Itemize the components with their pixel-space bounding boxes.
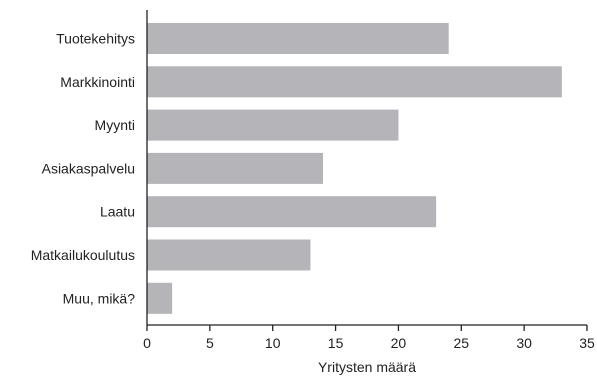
category-labels: Tuotekehitys Markkinointi Myynti Asiakaspal…	[31, 31, 135, 307]
category-label-muu-mikä: Muu, mikä?	[63, 290, 136, 306]
bar-tuotekehitys	[147, 23, 449, 54]
x-tick-label-15: 15	[328, 335, 344, 351]
bar-matkailukoulutus	[147, 239, 311, 271]
x-tick-label-5: 5	[206, 335, 214, 351]
category-label-tuotekehitys: Tuotekehitys	[56, 31, 135, 47]
x-axis-ticks: 0 5 10 15 20 25 30 35	[143, 325, 595, 351]
bar-laatu	[147, 196, 437, 228]
category-label-matkailukoulutus: Matkailukoulutus	[31, 247, 135, 263]
x-axis-title: Yritysten määrä	[318, 359, 416, 375]
bar-asiakaspalvelu	[147, 152, 323, 184]
x-tick-label-25: 25	[453, 335, 469, 351]
x-tick-label-10: 10	[265, 335, 281, 351]
bar-markkinointi	[147, 66, 562, 98]
category-label-myynti: Myynti	[95, 117, 135, 133]
category-label-laatu: Laatu	[100, 204, 135, 220]
bars-group	[147, 23, 562, 314]
bar-myynti	[147, 109, 399, 141]
x-tick-label-20: 20	[391, 335, 407, 351]
x-tick-label-30: 30	[516, 335, 532, 351]
category-label-asiakaspalvelu: Asiakaspalvelu	[42, 160, 135, 176]
x-tick-label-35: 35	[579, 335, 595, 351]
bar-muu-mikä	[147, 282, 173, 314]
x-tick-label-0: 0	[143, 335, 151, 351]
category-label-markkinointi: Markkinointi	[60, 74, 135, 90]
